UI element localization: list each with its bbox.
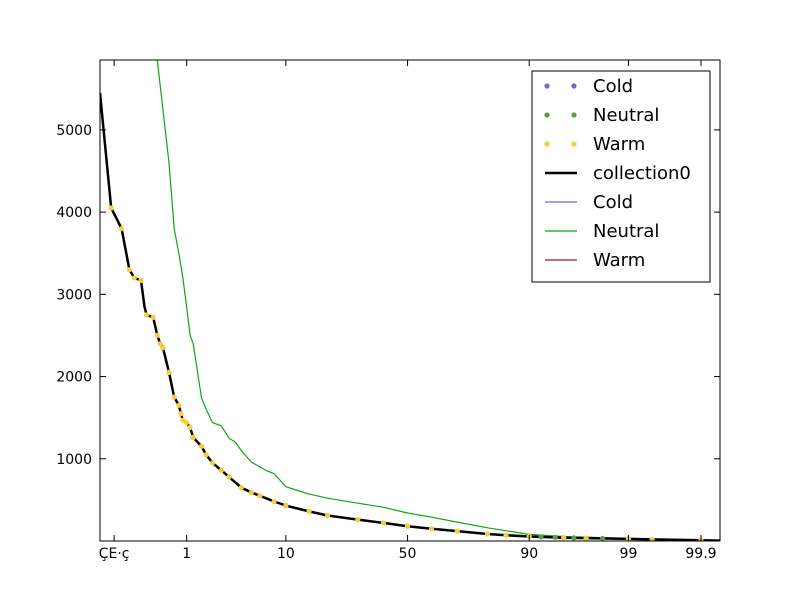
series-line-neutral <box>156 60 702 541</box>
point-warm <box>184 420 190 426</box>
point-warm <box>154 332 160 338</box>
point-warm <box>218 467 224 473</box>
x-tick-label: 10 <box>277 546 295 562</box>
legend-label-neutral: Neutral <box>593 221 659 242</box>
point-warm <box>238 485 244 491</box>
point-warm <box>649 536 655 541</box>
point-warm <box>226 474 232 480</box>
tick-layer: ÇE·ç 1 10 50 90 99 99.9 1000 2000 3000 4000 5000 <box>56 60 720 562</box>
point-warm <box>180 417 186 423</box>
point-warm <box>355 517 361 523</box>
point-warm <box>126 267 132 273</box>
series-layer <box>100 60 720 541</box>
legend-label-cold: Cold <box>593 192 633 213</box>
point-warm <box>157 341 163 347</box>
point-warm <box>203 452 209 458</box>
legend-marker-neutral <box>571 112 577 118</box>
y-tick-label: 2000 <box>56 370 92 386</box>
x-tick-label: ÇE·ç <box>99 546 130 562</box>
y-tick-label: 5000 <box>56 123 92 139</box>
point-warm <box>198 443 205 449</box>
point-warm <box>209 460 216 466</box>
point-warm <box>380 520 387 526</box>
x-tick-label: 99 <box>620 546 638 562</box>
y-tick-label: 4000 <box>56 205 92 221</box>
y-tick-label: 3000 <box>56 287 92 303</box>
point-warm <box>178 411 184 417</box>
plot-frame <box>99 59 721 542</box>
point-warm <box>248 489 254 496</box>
point-warm <box>283 503 289 509</box>
point-warm <box>187 424 193 431</box>
x-tick-label: 50 <box>399 546 417 562</box>
point-warm <box>429 526 435 532</box>
y-tick-label: 1000 <box>56 452 92 468</box>
point-neutral <box>538 534 544 540</box>
point-warm <box>108 205 114 211</box>
legend-box <box>531 70 711 283</box>
point-warm <box>176 402 182 408</box>
point-neutral <box>552 534 558 540</box>
legend-label-warm: Warm <box>593 250 645 271</box>
point-warm <box>561 535 567 541</box>
legend-marker-cold <box>544 83 550 89</box>
legend-label-collection0: collection0 <box>593 163 691 184</box>
point-neutral <box>571 535 577 541</box>
point-warm <box>306 508 312 514</box>
point-neutral <box>600 535 606 541</box>
point-warm <box>325 512 331 519</box>
point-warm <box>150 314 156 320</box>
point-warm <box>138 277 144 283</box>
legend-label-warm: Warm <box>593 134 645 155</box>
point-warm <box>119 226 125 232</box>
series-line-collection0 <box>100 92 720 541</box>
point-warm <box>503 532 509 538</box>
point-warm <box>583 535 589 541</box>
x-tick-label: 90 <box>520 546 538 562</box>
x-tick-label: 99.9 <box>685 546 716 562</box>
legend-marker-cold <box>571 83 577 89</box>
legend-marker-warm <box>571 141 577 147</box>
point-warm <box>404 523 411 529</box>
x-tick-label: 1 <box>182 546 191 562</box>
point-warm <box>160 345 166 351</box>
point-warm <box>484 531 491 537</box>
point-warm <box>171 394 177 400</box>
legend-label-neutral: Neutral <box>593 105 659 126</box>
point-warm <box>454 528 460 534</box>
point-warm <box>131 275 137 281</box>
legend-marker-warm <box>544 141 550 147</box>
point-warm <box>257 493 263 499</box>
point-warm <box>144 312 150 318</box>
point-warm <box>166 369 172 375</box>
legend: Cold Neutral Warm collection0 Cold Neutral War… <box>531 70 711 283</box>
legend-label-cold: Cold <box>593 76 633 97</box>
point-warm <box>271 498 277 505</box>
legend-marker-neutral <box>544 112 550 118</box>
point-warm <box>190 434 196 440</box>
